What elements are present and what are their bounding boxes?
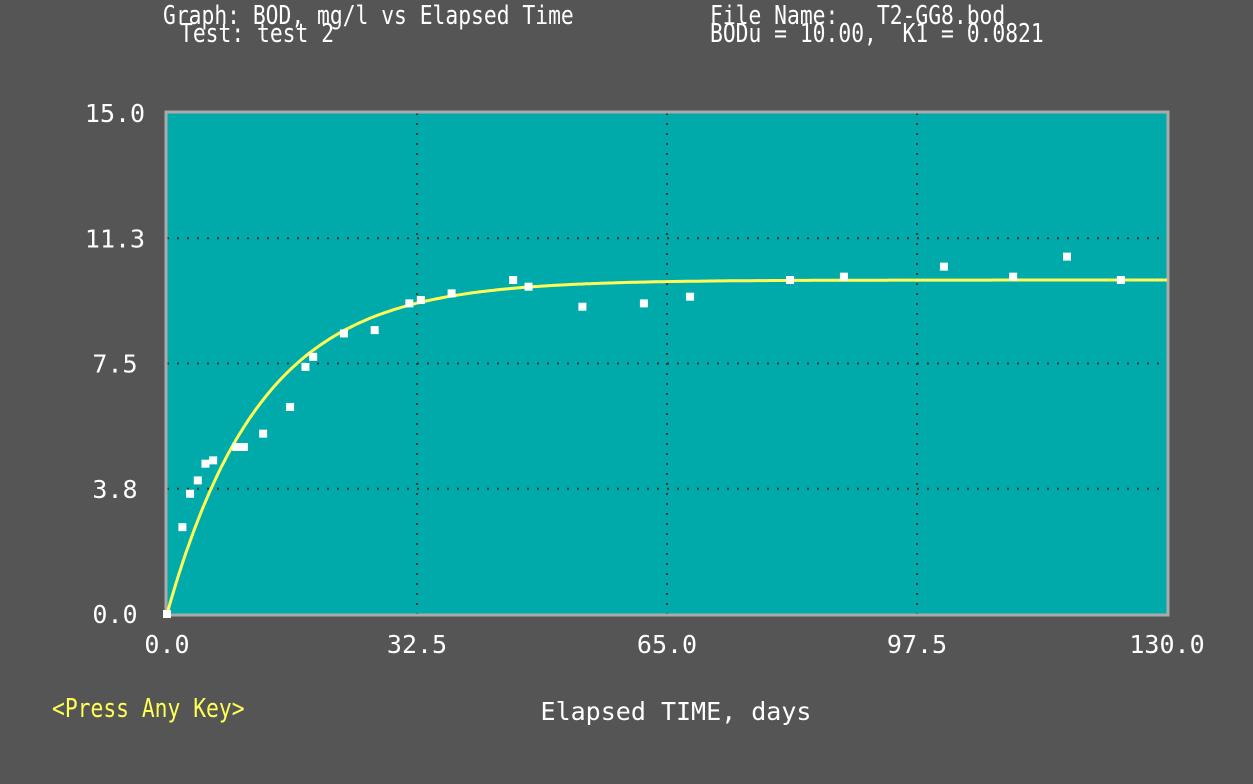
data-point (370, 326, 379, 335)
x-tick-label: 32.5 (387, 630, 447, 659)
y-axis-ticks: 0.0 3.8 7.5 11.3 15.0 (85, 99, 145, 629)
y-tick-label: 11.3 (85, 224, 145, 253)
data-point (309, 352, 318, 361)
y-tick-label: 15.0 (85, 99, 145, 128)
data-point (259, 429, 268, 438)
data-point (163, 610, 171, 618)
file-name: File Name: T2-GG8.bod (710, 1, 1006, 31)
data-point (178, 523, 187, 532)
data-point (786, 276, 795, 284)
data-point (339, 329, 348, 338)
data-point (405, 299, 414, 308)
data-point (1009, 272, 1018, 281)
test-name: Test: test 2 (180, 19, 335, 49)
data-point (193, 476, 202, 485)
x-tick-label: 0.0 (144, 630, 189, 659)
model-parameters: BODu = 10.00, K1 = 0.0821 (710, 19, 1044, 49)
press-any-key-prompt[interactable]: <Press Any Key> (52, 694, 245, 724)
data-point (524, 282, 533, 291)
y-tick-label: 3.8 (92, 475, 137, 504)
data-point (447, 289, 456, 298)
graph-title: Graph: BOD, mg/l vs Elapsed Time (163, 1, 574, 31)
data-point (1116, 276, 1125, 284)
x-axis-ticks: 0.0 32.5 65.0 97.5 130.0 (144, 630, 1204, 659)
x-tick-label: 97.5 (887, 630, 947, 659)
bod-data-points (163, 252, 1125, 618)
data-point (232, 443, 241, 451)
data-point (286, 402, 295, 411)
x-tick-label: 65.0 (637, 630, 697, 659)
plot-frame (164, 110, 1170, 617)
bod-fit-curve (165, 278, 1167, 615)
data-point (301, 362, 310, 371)
x-tick-label: 130.0 (1129, 630, 1204, 659)
data-point (209, 456, 218, 465)
y-tick-label: 0.0 (92, 600, 137, 629)
data-point (578, 302, 587, 311)
data-point (839, 272, 848, 281)
grid-lines (167, 113, 1167, 614)
data-point (1063, 252, 1071, 261)
data-point (686, 292, 695, 301)
data-point (509, 276, 518, 284)
data-point (239, 443, 248, 451)
data-point (416, 296, 425, 305)
x-axis-label: Elapsed TIME, days (541, 697, 812, 726)
data-point (201, 459, 210, 468)
data-point (186, 489, 195, 498)
data-point (939, 262, 948, 271)
y-tick-label: 7.5 (92, 350, 137, 379)
data-point (639, 299, 648, 308)
